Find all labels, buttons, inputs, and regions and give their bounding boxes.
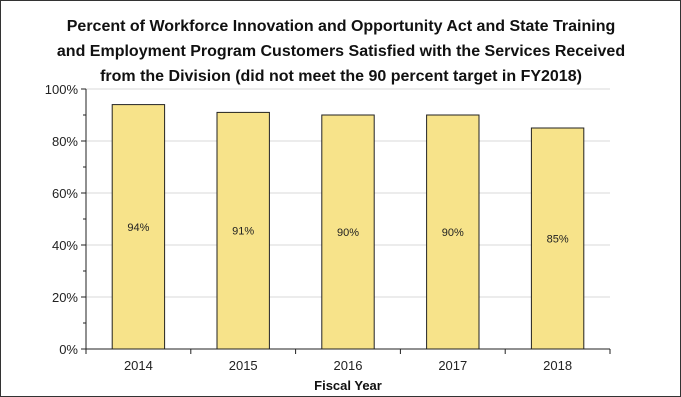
x-tick-label-2017: 2017 bbox=[438, 358, 467, 373]
data-labels: 94% 91% 90% 90% 85% bbox=[127, 222, 568, 246]
chart-title-line-3: from the Division (did not meet the 90 p… bbox=[100, 68, 582, 85]
bar-2018 bbox=[530, 127, 585, 350]
x-axis-tick-labels: 2014 2015 2016 2017 2018 bbox=[124, 358, 572, 373]
y-tick-label: 40% bbox=[52, 238, 78, 253]
x-tick-label-2015: 2015 bbox=[229, 358, 258, 373]
data-label-2018: 85% bbox=[547, 234, 569, 246]
x-axis-title: Fiscal Year bbox=[314, 378, 382, 393]
bars bbox=[111, 104, 585, 350]
chart-title-line-1: Percent of Workforce Innovation and Oppo… bbox=[67, 18, 616, 35]
chart-title: Percent of Workforce Innovation and Oppo… bbox=[57, 18, 625, 85]
data-label-2014: 94% bbox=[127, 222, 149, 234]
y-tick-label: 80% bbox=[52, 134, 78, 149]
bar-2014 bbox=[111, 104, 166, 350]
bar-2017 bbox=[426, 114, 480, 350]
y-tick-label: 60% bbox=[52, 186, 78, 201]
y-tick-label: 0% bbox=[59, 342, 78, 357]
x-tick-label-2016: 2016 bbox=[334, 358, 363, 373]
y-axis-tick-labels: 0% 20% 40% 60% 80% 100% bbox=[45, 82, 79, 357]
data-label-2015: 91% bbox=[232, 226, 254, 238]
y-tick-label: 100% bbox=[45, 82, 79, 97]
x-tick-label-2014: 2014 bbox=[124, 358, 153, 373]
y-tick-label: 20% bbox=[52, 290, 78, 305]
chart-title-line-2: and Employment Program Customers Satisfi… bbox=[57, 43, 625, 60]
data-label-2016: 90% bbox=[337, 227, 359, 239]
bar-2016 bbox=[321, 114, 375, 350]
axes bbox=[81, 88, 611, 354]
x-tick-label-2018: 2018 bbox=[543, 358, 572, 373]
data-label-2017: 90% bbox=[442, 227, 464, 239]
